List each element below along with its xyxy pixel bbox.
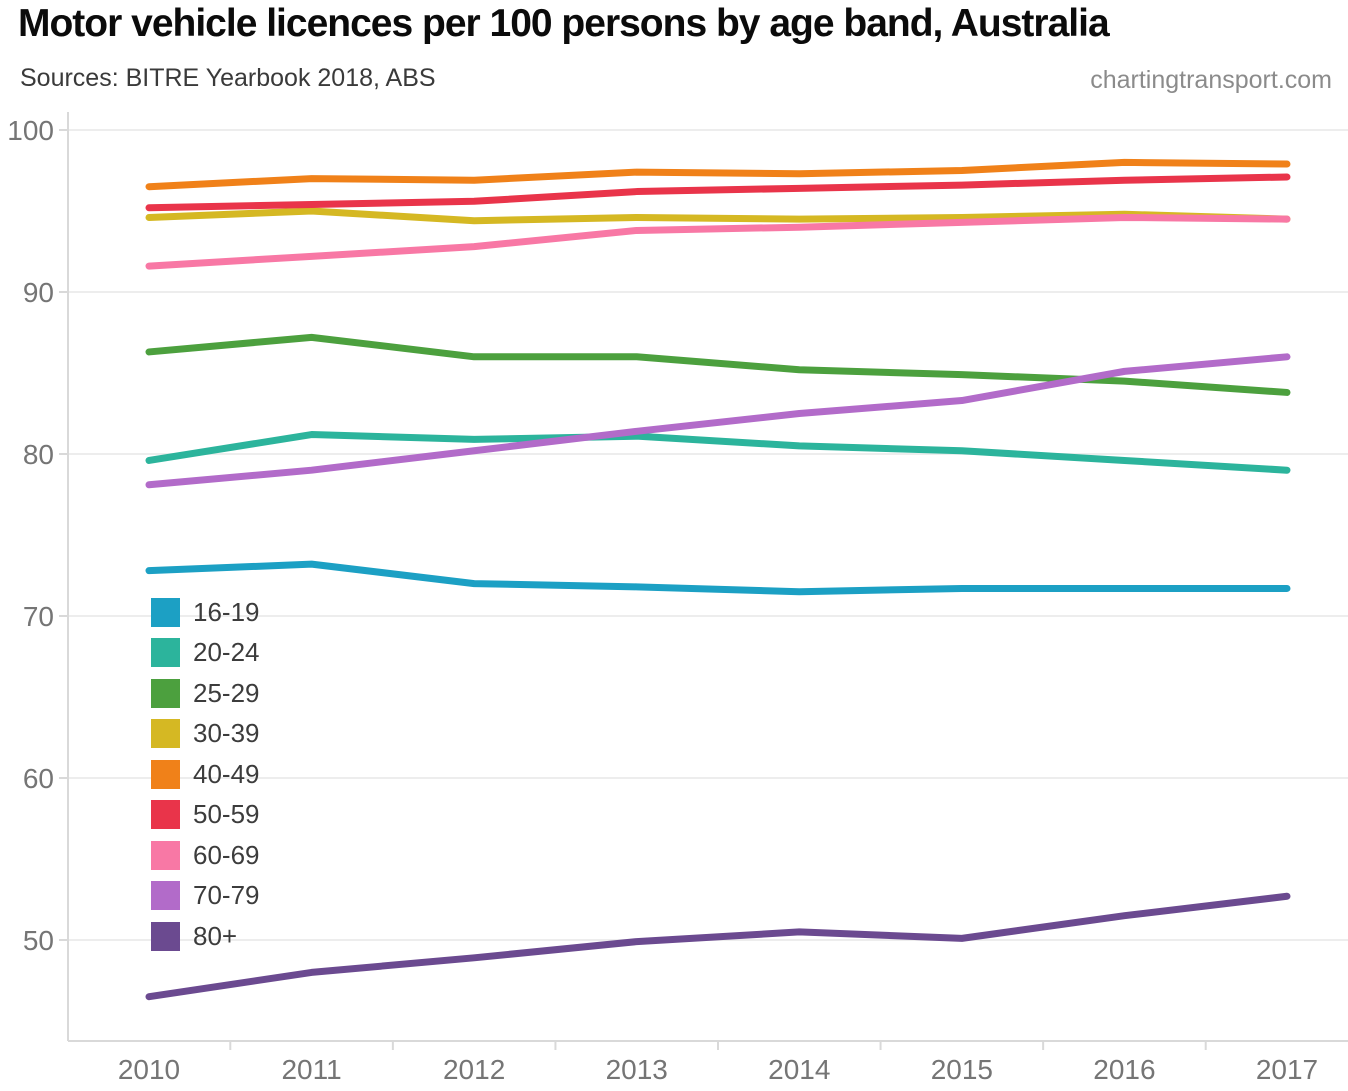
legend-label: 50-59	[193, 799, 260, 830]
legend-label: 25-29	[193, 677, 260, 708]
legend-swatch-60-69	[151, 840, 180, 870]
legend-item-70-79: 70-79	[151, 876, 260, 917]
x-axis-label: 2010	[118, 1054, 180, 1085]
legend-item-25-29: 25-29	[151, 673, 260, 714]
legend-item-16-19: 16-19	[151, 592, 260, 633]
series-line-20-24	[145, 431, 1291, 474]
series-line-80+	[145, 892, 1291, 1001]
legend-swatch-16-19	[151, 597, 180, 627]
y-axis-label: 90	[23, 277, 54, 308]
x-axis-label: 2015	[931, 1054, 993, 1085]
y-axis-label: 50	[23, 925, 54, 956]
legend-item-30-39: 30-39	[151, 714, 260, 755]
series-line-25-29	[145, 333, 1291, 396]
legend-item-80+: 80+	[151, 916, 260, 957]
legend-item-60-69: 60-69	[151, 835, 260, 876]
legend-label: 70-79	[193, 880, 260, 911]
legend-item-40-49: 40-49	[151, 754, 260, 795]
y-axis-label: 100	[7, 115, 54, 146]
series-line-60-69	[145, 213, 1291, 270]
y-axis-label: 60	[23, 763, 54, 794]
series-line-30-39	[145, 207, 1291, 225]
series-line-70-79	[145, 353, 1291, 489]
legend-label: 80+	[193, 920, 238, 951]
x-axis-label: 2017	[1256, 1054, 1318, 1085]
x-axis-label: 2011	[281, 1054, 341, 1085]
legend-swatch-80+	[151, 921, 180, 951]
y-axis-label: 80	[23, 439, 54, 470]
legend-item-20-24: 20-24	[151, 633, 260, 674]
legend-swatch-20-24	[151, 638, 180, 668]
legend-swatch-25-29	[151, 678, 180, 708]
legend-label: 30-39	[193, 718, 260, 749]
legend-label: 20-24	[193, 637, 260, 668]
chart-legend: 16-19 20-24 25-29 30-39 40-49 50-59 60-69 70-79…	[151, 592, 260, 957]
legend-label: 16-19	[193, 596, 260, 627]
x-axis-label: 2012	[443, 1054, 505, 1085]
x-axis-label: 2014	[768, 1054, 830, 1085]
chart-title: Motor vehicle licences per 100 persons b…	[18, 2, 1110, 45]
legend-swatch-50-59	[151, 800, 180, 830]
legend-swatch-70-79	[151, 881, 180, 911]
legend-swatch-40-49	[151, 759, 180, 789]
x-axis-label: 2013	[606, 1054, 668, 1085]
series-line-16-19	[145, 560, 1291, 596]
legend-label: 40-49	[193, 758, 260, 789]
chart-source-note: Sources: BITRE Yearbook 2018, ABS	[20, 64, 436, 92]
legend-label: 60-69	[193, 839, 260, 870]
x-axis-label: 2016	[1093, 1054, 1155, 1085]
chart-watermark: chartingtransport.com	[1090, 66, 1332, 94]
y-axis-label: 70	[23, 601, 54, 632]
legend-swatch-30-39	[151, 719, 180, 749]
legend-item-50-59: 50-59	[151, 795, 260, 836]
series-line-50-59	[145, 173, 1291, 212]
series-line-40-49	[145, 158, 1291, 191]
